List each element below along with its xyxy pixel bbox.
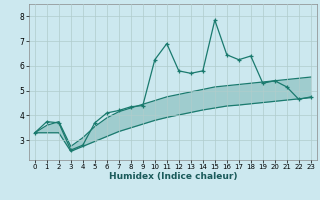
X-axis label: Humidex (Indice chaleur): Humidex (Indice chaleur) <box>108 172 237 181</box>
